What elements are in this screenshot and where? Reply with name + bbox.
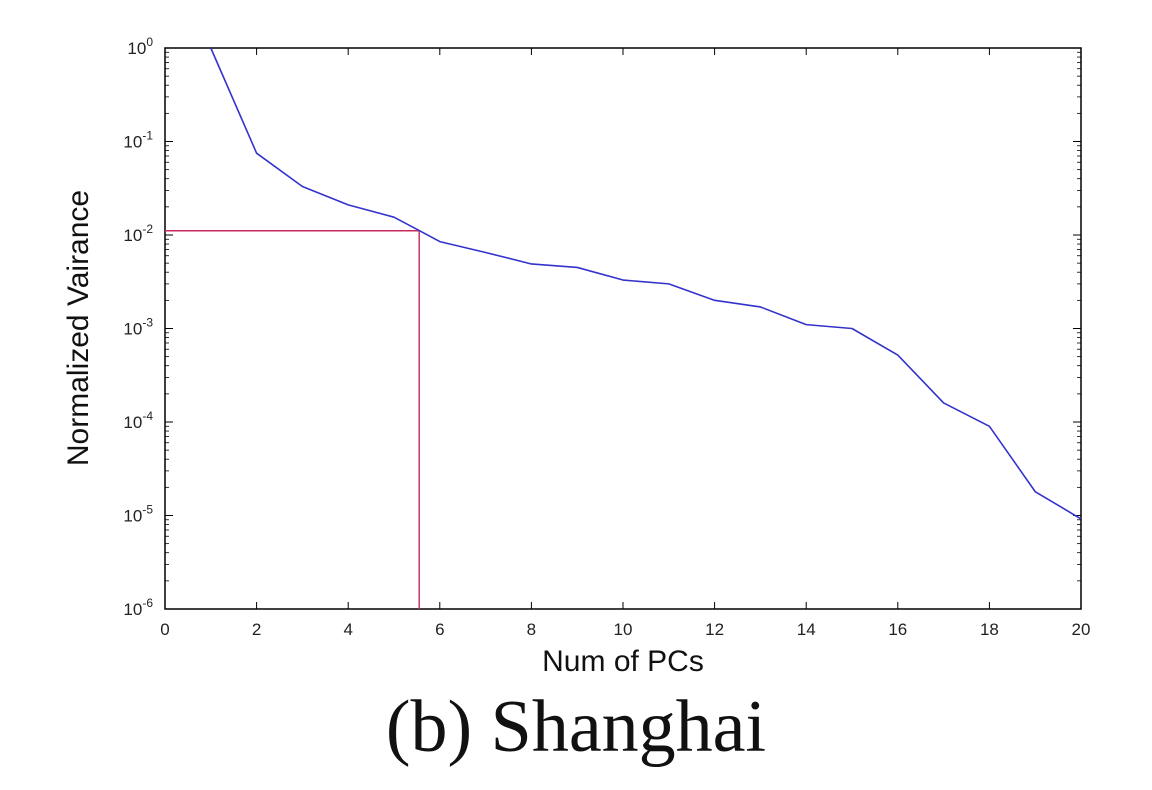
plot-area — [164, 47, 1082, 610]
x-axis-label: Num of PCs — [542, 645, 704, 678]
x-tick-label: 20 — [1072, 620, 1091, 639]
y-tick-exponent: -4 — [142, 409, 153, 423]
y-tick-label: 10-6 — [123, 596, 153, 619]
x-tick-label: 10 — [614, 620, 633, 639]
x-tick-label: 16 — [888, 620, 907, 639]
y-tick-base: 10 — [123, 226, 142, 245]
y-tick-base: 10 — [123, 320, 142, 339]
y-tick-exponent: -5 — [142, 503, 153, 517]
y-tick-exponent: -3 — [142, 316, 153, 330]
x-tick-label: 6 — [435, 620, 444, 639]
y-tick-base: 10 — [123, 600, 142, 619]
variance-chart: 0 2 4 6 8 10 12 14 16 18 20 10010-110-210-310-410-… — [62, 35, 1090, 678]
y-tick-label: 10-1 — [123, 129, 153, 152]
axis-ticks — [164, 47, 1082, 610]
reference-lines — [165, 230, 420, 609]
series-group — [210, 47, 1082, 520]
figure-caption: (b) Shanghai — [385, 686, 767, 768]
y-tick-label: 100 — [127, 35, 153, 58]
y-tick-base: 10 — [123, 507, 142, 526]
y-tick-base: 10 — [123, 413, 142, 432]
y-tick-label: 10-5 — [123, 503, 153, 526]
x-tick-labels: 0 2 4 6 8 10 12 14 16 18 20 — [160, 620, 1090, 639]
x-tick-label: 14 — [797, 620, 816, 639]
x-tick-label: 0 — [160, 620, 169, 639]
y-tick-label: 10-2 — [123, 222, 153, 245]
x-tick-label: 18 — [980, 620, 999, 639]
y-tick-base: 10 — [127, 39, 146, 58]
series-line — [210, 47, 1082, 520]
x-tick-label: 8 — [527, 620, 536, 639]
x-tick-label: 4 — [343, 620, 352, 639]
y-tick-exponent: -2 — [142, 222, 153, 236]
x-tick-label: 12 — [705, 620, 724, 639]
y-axis-label: Normalized Vairance — [62, 190, 95, 466]
y-tick-exponent: -1 — [142, 129, 153, 143]
y-tick-exponent: 0 — [146, 35, 153, 49]
y-tick-label: 10-3 — [123, 316, 153, 339]
y-tick-exponent: -6 — [142, 596, 153, 610]
x-tick-label: 2 — [252, 620, 261, 639]
y-tick-base: 10 — [123, 133, 142, 152]
y-tick-label: 10-4 — [123, 409, 153, 432]
